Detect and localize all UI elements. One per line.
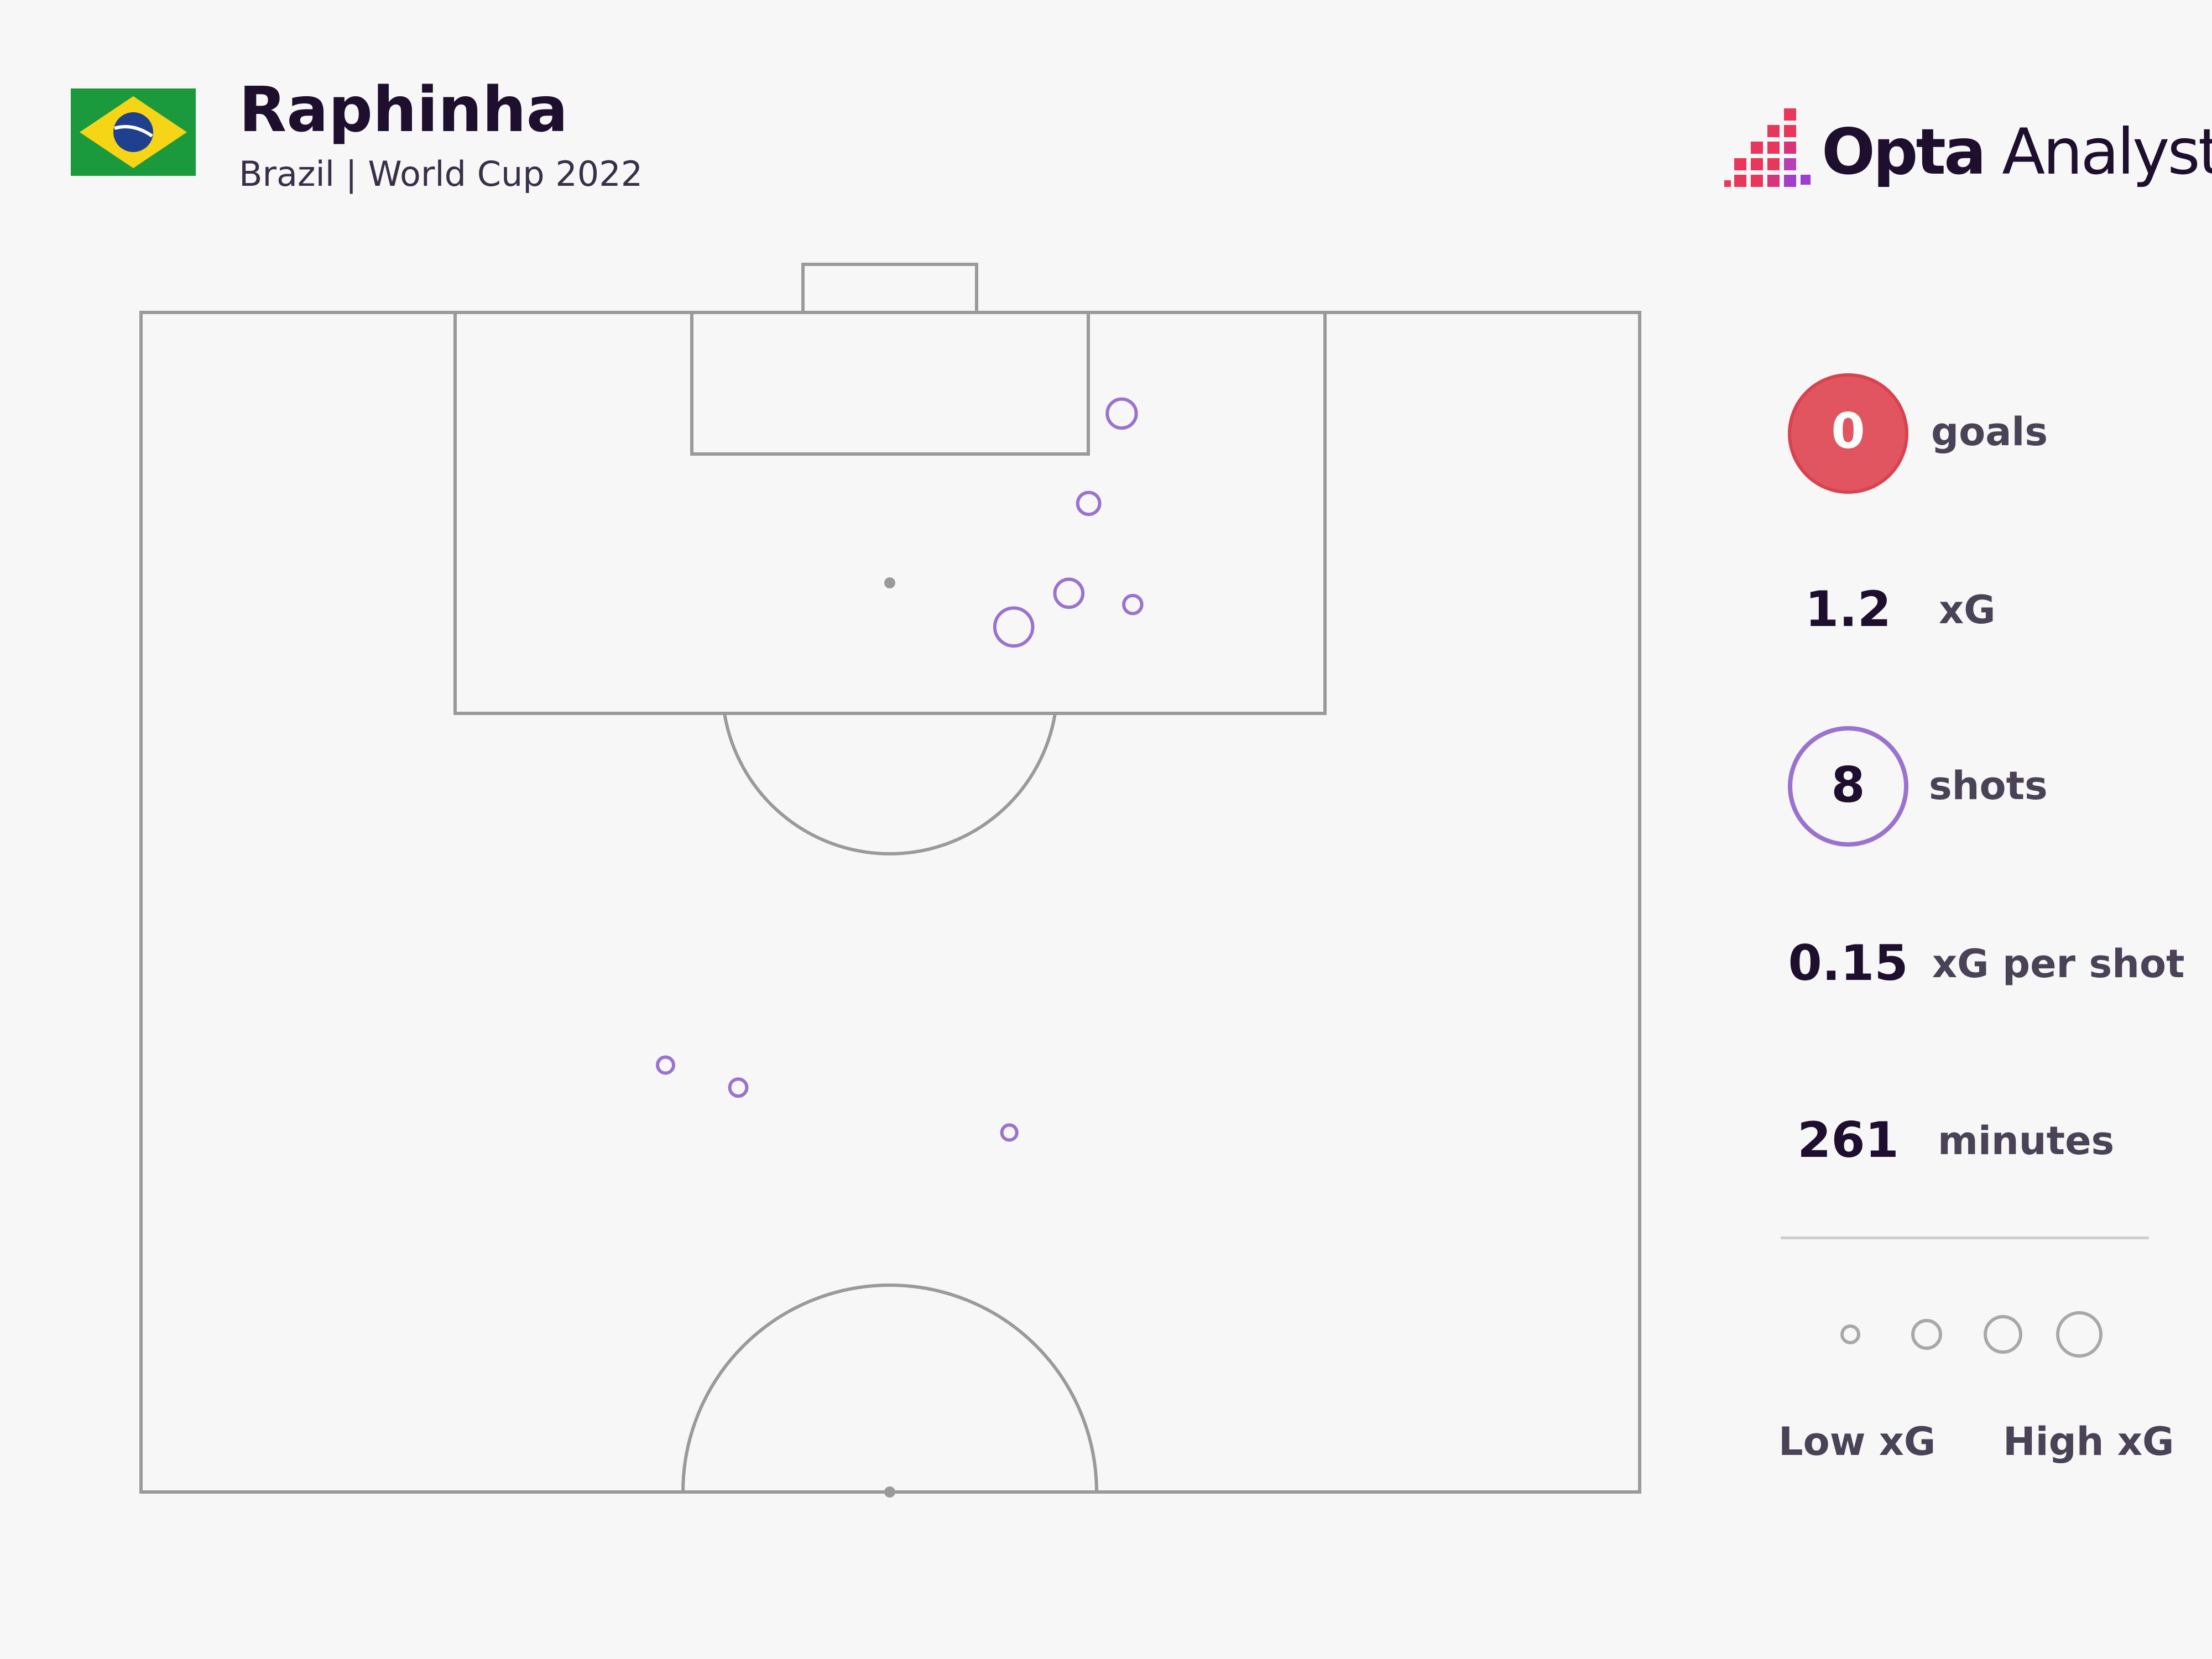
brazil-flag-icon xyxy=(71,88,196,176)
stats-divider xyxy=(1781,1237,2149,1239)
goals-value: 0 xyxy=(1831,403,1865,460)
xg-value: 1.2 xyxy=(1805,581,1891,638)
xg-size-legend xyxy=(1840,1311,2103,1358)
xg-per-shot-value: 0.15 xyxy=(1788,935,1908,992)
penalty-arc xyxy=(723,713,1057,855)
shot-marker-1 xyxy=(1105,397,1138,430)
opta-analyst-logo-icon xyxy=(1724,108,1811,187)
brand-name-bold: Opta xyxy=(1822,115,1986,189)
shot-marker-8 xyxy=(1000,1123,1019,1142)
shots-label: shots xyxy=(1929,763,2048,808)
minutes-label: minutes xyxy=(1938,1118,2115,1164)
six-yard-box xyxy=(690,311,1090,456)
goals-circle xyxy=(1788,373,1908,494)
center-circle xyxy=(681,1284,1098,1493)
minutes-value: 261 xyxy=(1797,1112,1899,1168)
brand-name: Opta Analyst xyxy=(1822,115,2212,189)
xg-label: xG xyxy=(1939,587,1996,633)
brand-logo: Opta Analyst xyxy=(1724,105,2212,194)
penalty-spot xyxy=(884,577,895,588)
shots-circle xyxy=(1788,726,1908,847)
shot-marker-7 xyxy=(728,1077,749,1098)
legend-low-label: Low xG xyxy=(1778,1419,1936,1464)
legend-high-label: High xG xyxy=(2003,1419,2174,1464)
shot-marker-4 xyxy=(1122,593,1144,615)
goal-frame xyxy=(801,263,978,314)
legend-circle-xs xyxy=(1840,1324,1860,1344)
center-spot xyxy=(884,1486,895,1498)
pitch-shot-map xyxy=(139,263,1641,1498)
pitch-outline xyxy=(139,311,1641,1494)
shot-marker-2 xyxy=(1076,491,1102,517)
legend-circle-m xyxy=(1984,1315,2022,1354)
legend-circle-s xyxy=(1911,1319,1942,1350)
legend-circle-l xyxy=(2056,1311,2103,1358)
page-subtitle: Brazil | World Cup 2022 xyxy=(239,154,643,194)
brand-name-regular: Analyst xyxy=(2002,115,2212,189)
page-title: Raphinha xyxy=(239,74,568,146)
xg-per-shot-label: xG per shot xyxy=(1932,941,2185,987)
goals-label: goals xyxy=(1931,409,2048,455)
shot-marker-5 xyxy=(993,606,1035,648)
shot-marker-6 xyxy=(656,1055,675,1075)
penalty-area xyxy=(453,311,1327,715)
shot-marker-3 xyxy=(1053,577,1085,609)
shots-value: 8 xyxy=(1831,757,1865,813)
shots-layer xyxy=(656,397,1144,1142)
